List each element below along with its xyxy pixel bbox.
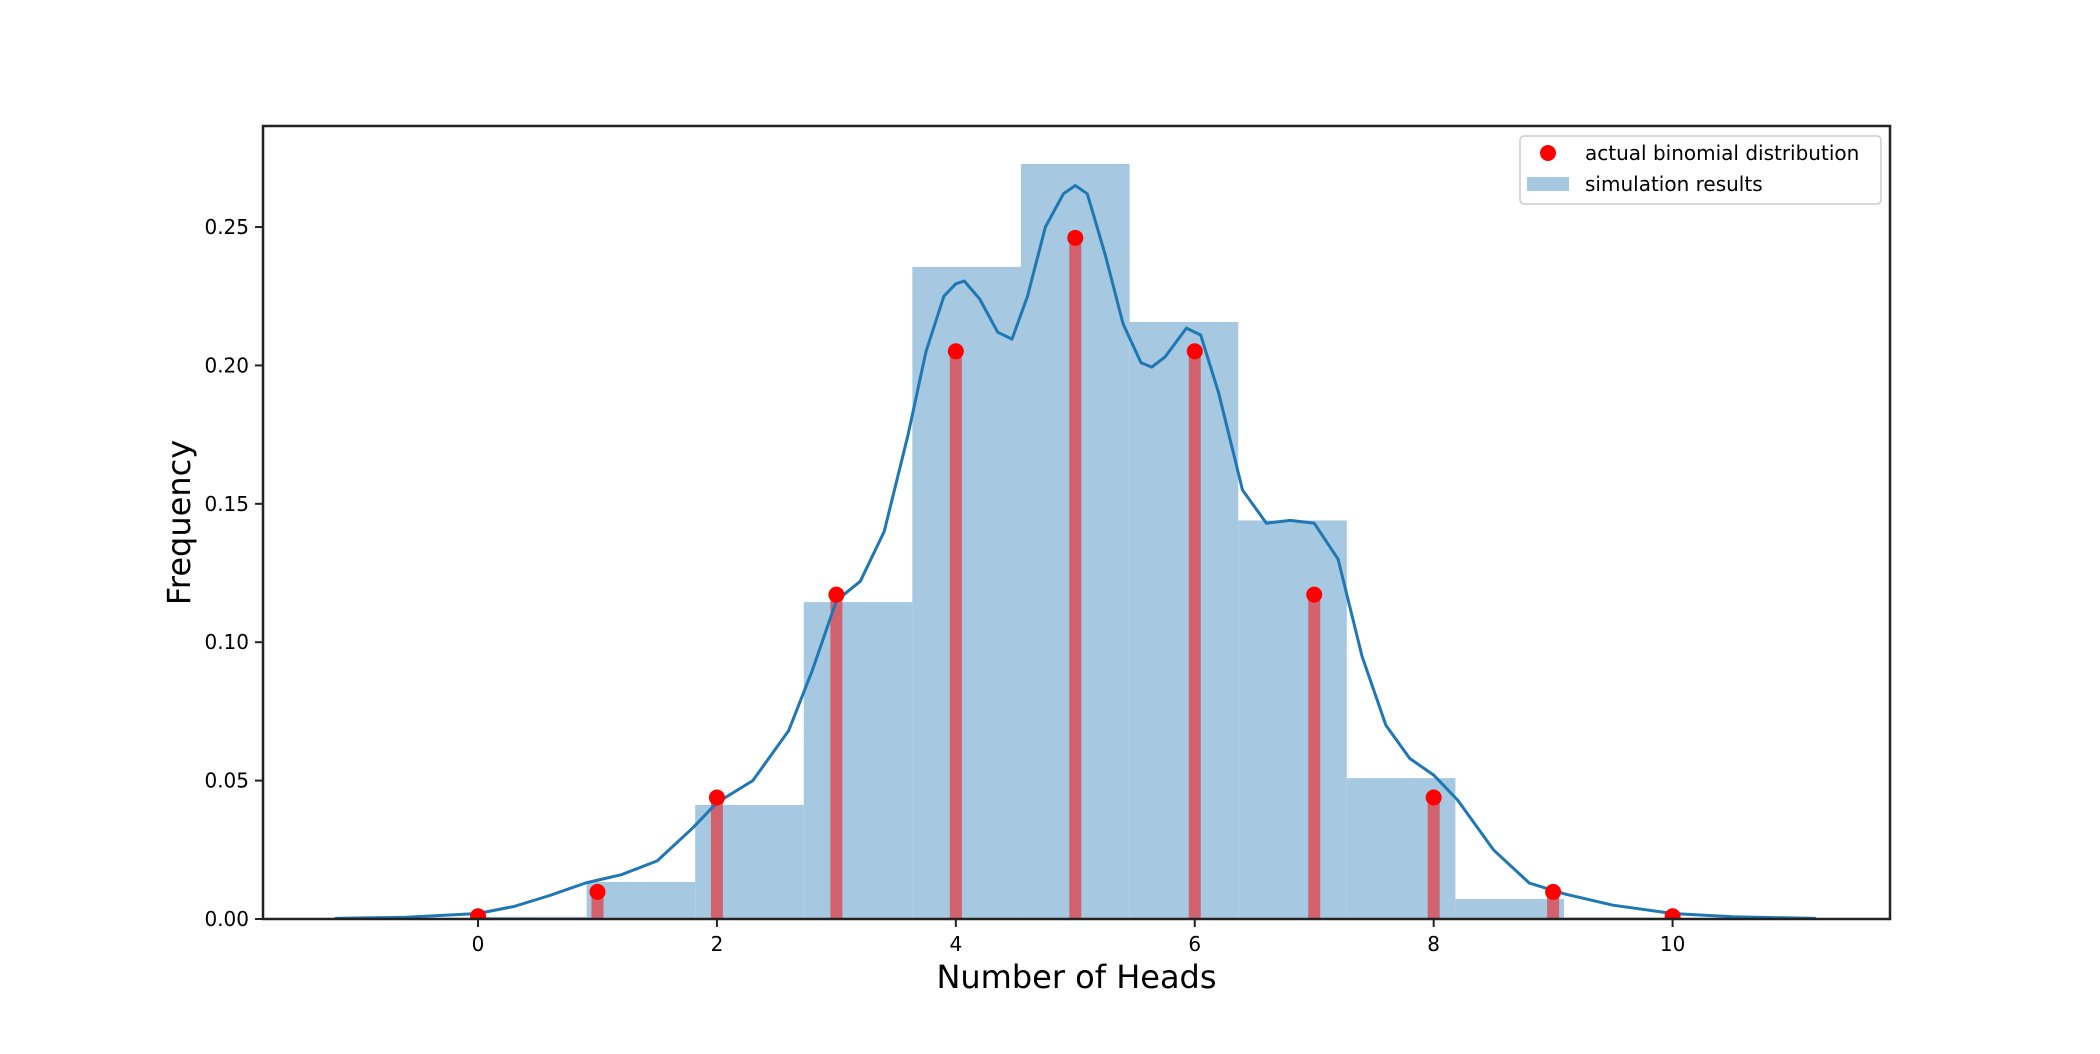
binomial-point (828, 586, 845, 603)
y-axis-label: Frequency (160, 440, 198, 605)
binomial-stem (1069, 237, 1082, 919)
x-tick-label: 4 (949, 932, 962, 956)
binomial-markers (470, 229, 1681, 919)
x-tick-label: 10 (1660, 932, 1685, 956)
plot-area (334, 163, 1816, 919)
binomial-stems (472, 237, 1679, 919)
x-tick-label: 6 (1188, 932, 1201, 956)
histogram-bar (1129, 321, 1239, 919)
histogram-bar (912, 266, 1021, 919)
histogram-bar (1238, 520, 1347, 919)
y-tick-label: 0.25 (204, 215, 249, 239)
binomial-stem (830, 594, 843, 919)
binomial-stem (710, 797, 723, 919)
binomial-point (708, 789, 725, 806)
binomial-point (947, 343, 964, 360)
histogram-bar (586, 881, 696, 919)
red-dot-icon (1540, 145, 1556, 161)
blue-patch-icon (1527, 177, 1569, 191)
x-axis-label: Number of Heads (936, 958, 1216, 996)
binomial-point (1186, 343, 1203, 360)
y-tick-label: 0.05 (204, 769, 249, 793)
binomial-stem (1308, 594, 1321, 919)
y-tick-label: 0.00 (204, 907, 249, 931)
legend-label-binomial: actual binomial distribution (1585, 141, 1859, 165)
legend: actual binomial distribution simulation … (1519, 135, 1882, 205)
histogram-bar (1455, 899, 1565, 919)
binomial-point (1067, 229, 1084, 246)
x-axis-ticks: 0 2 4 6 8 10 (472, 919, 1685, 956)
x-tick-label: 8 (1427, 932, 1440, 956)
binomial-point (1545, 883, 1562, 900)
binomial-stem (1427, 797, 1440, 919)
binomial-point (589, 883, 606, 900)
histogram-bar (803, 602, 913, 919)
binomial-point (1425, 789, 1442, 806)
binomial-point (1664, 908, 1681, 919)
y-tick-label: 0.10 (204, 630, 249, 654)
y-axis-ticks: 0.00 0.05 0.10 0.15 0.20 0.25 (204, 215, 263, 931)
binomial-point (470, 908, 487, 919)
axes-frame (261, 124, 1892, 921)
kde-curve (334, 184, 1816, 919)
legend-label-simulation: simulation results (1585, 172, 1763, 196)
binomial-stem (1188, 351, 1201, 919)
legend-box (1519, 135, 1882, 205)
binomial-point (1306, 586, 1323, 603)
binomial-stem (949, 351, 962, 919)
x-tick-label: 2 (711, 932, 724, 956)
y-tick-label: 0.20 (204, 353, 249, 377)
y-tick-label: 0.15 (204, 492, 249, 516)
x-tick-label: 0 (472, 932, 485, 956)
